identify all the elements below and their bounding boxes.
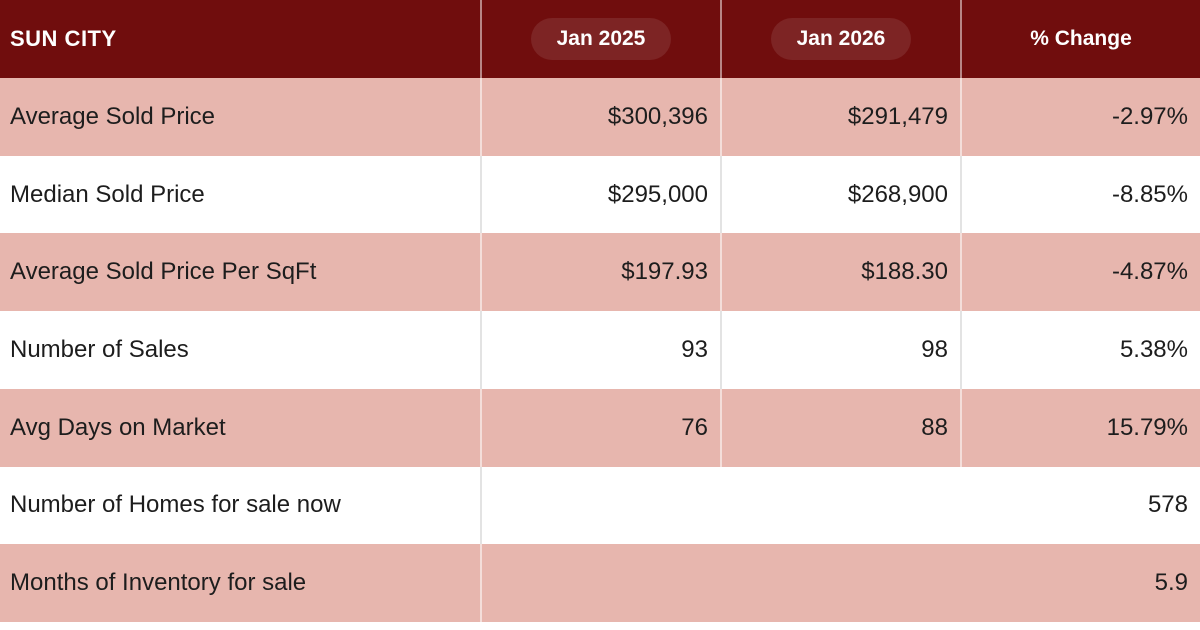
column-header-jan-2026: Jan 2026 [720,0,960,78]
row-label: Median Sold Price [10,180,205,208]
table-row: Number of Sales 93 98 5.38% [0,311,1200,389]
jan-2025-value: $197.93 [480,233,720,312]
jan-2026-value: $268,900 [720,155,960,234]
table-header-row: SUN CITY Jan 2025 Jan 2026 % Change [0,0,1200,78]
table-row-summary: Number of Homes for sale now 578 [0,466,1200,545]
row-label: Avg Days on Market [10,413,226,441]
summary-value: 578 [480,466,1200,545]
jan-2026-value: 98 [720,311,960,389]
table-row: Median Sold Price $295,000 $268,900 -8.8… [0,155,1200,234]
percent-change-value: 15.79% [960,388,1200,467]
bottom-margin-strip [0,622,1200,630]
row-label: Number of Sales [10,336,189,364]
jan-2026-pill: Jan 2026 [770,18,912,60]
jan-2025-value: 76 [480,388,720,467]
summary-value: 5.9 [480,544,1200,623]
percent-change-value: -2.97% [960,78,1200,156]
row-label: Average Sold Price [10,102,216,130]
jan-2025-value: 93 [480,311,720,389]
row-label: Number of Homes for sale now [10,491,341,519]
jan-2025-pill: Jan 2025 [530,18,672,60]
table-row: Avg Days on Market 76 88 15.79% [0,388,1200,467]
jan-2025-value: $300,396 [480,78,720,156]
row-label: Months of Inventory for sale [10,569,307,597]
jan-2026-value: $291,479 [720,78,960,156]
jan-2025-value: $295,000 [480,155,720,234]
column-header-jan-2025: Jan 2025 [480,0,720,78]
percent-change-value: -8.85% [960,155,1200,234]
column-header-percent-change: % Change [960,0,1200,78]
percent-change-value: 5.38% [960,311,1200,389]
jan-2026-value: 88 [720,388,960,467]
jan-2026-value: $188.30 [720,233,960,312]
table-row: Average Sold Price Per SqFt $197.93 $188… [0,233,1200,312]
row-label: Average Sold Price Per SqFt [10,258,317,286]
table-row-summary: Months of Inventory for sale 5.9 [0,544,1200,623]
table-row: Average Sold Price $300,396 $291,479 -2.… [0,78,1200,156]
table-title: SUN CITY [10,26,117,51]
percent-change-value: -4.87% [960,233,1200,312]
